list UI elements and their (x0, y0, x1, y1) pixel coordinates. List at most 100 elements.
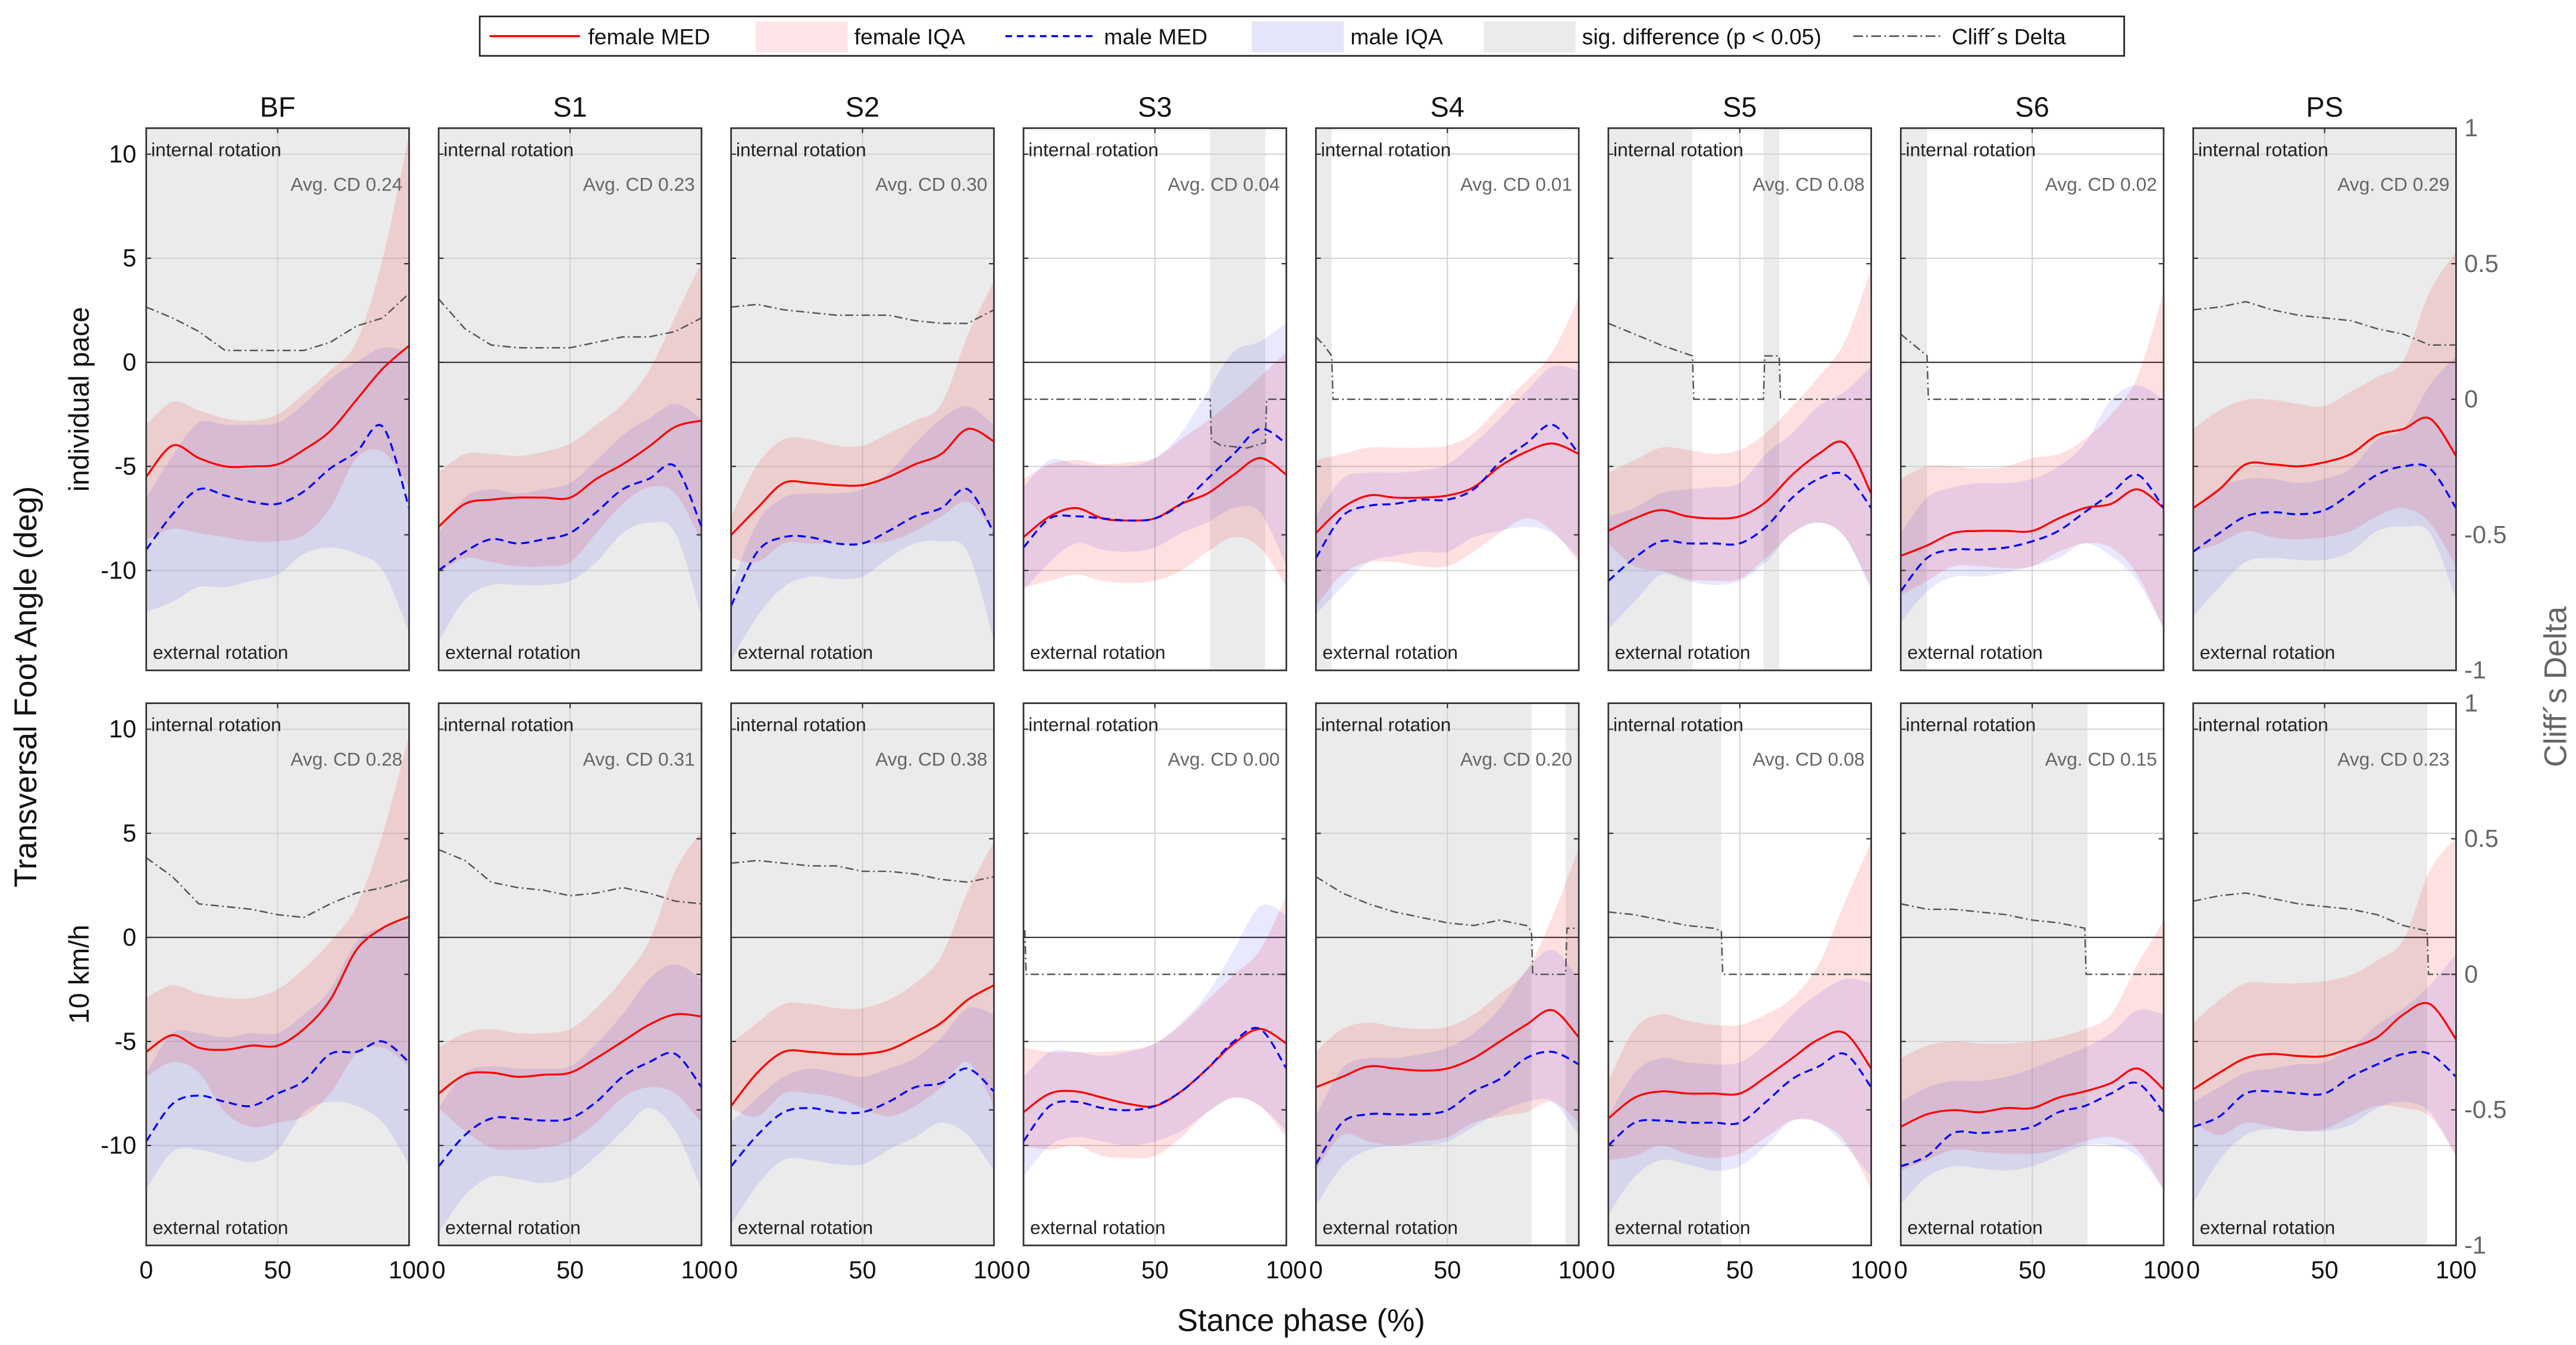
x-tick-label: 100 (2143, 1256, 2184, 1284)
annotation-internal-rotation: internal rotation (443, 714, 574, 736)
annotation-internal-rotation: internal rotation (1321, 714, 1451, 736)
cliffs-delta-line (1316, 336, 1579, 401)
panel-plot-area (1608, 128, 1871, 671)
female-median-line (2193, 416, 2456, 509)
female-iqr-band (1608, 842, 1871, 1190)
y2-tick-label: 0.5 (2464, 250, 2499, 277)
cliffs-delta-line (1901, 333, 2164, 401)
legend-label: male MED (1104, 24, 1207, 49)
avg-cd-label: Avg. CD 0.29 (2337, 173, 2449, 195)
annotation-internal-rotation: internal rotation (736, 714, 866, 736)
panel-title: PS (2306, 92, 2343, 123)
female-iqr-band (1901, 921, 2164, 1190)
sig-difference-region (1901, 703, 2087, 1246)
panel-plot-area (146, 703, 409, 1246)
female-median-line (1316, 442, 1579, 534)
panel-s2-row2: internal rotation Avg. CD 0.38 external ro… (724, 702, 1015, 1284)
male-iqr-band (1901, 385, 2164, 629)
y-tick-label: 0 (123, 924, 136, 951)
legend-label: Cliff´s Delta (1952, 24, 2066, 49)
y2-tick-label: 0 (2464, 961, 2478, 988)
cliffs-delta-line (731, 304, 994, 324)
annotation-internal-rotation: internal rotation (1613, 714, 1744, 736)
panel-title: S6 (2015, 92, 2049, 123)
female-iqr-band (1316, 298, 1579, 606)
x-tick-label: 50 (1141, 1256, 1169, 1284)
sig-difference-region (1210, 128, 1266, 671)
x-tick-label: 0 (724, 1256, 738, 1284)
male-median-line (2193, 1050, 2456, 1128)
y2-axis-label: Cliff´s Delta (2539, 606, 2573, 767)
female-iqr-band (439, 831, 702, 1150)
y-tick-label: -5 (114, 1028, 136, 1055)
panels: internal rotation Avg. CD 0.24 external ro… (101, 92, 2506, 1284)
annotation-internal-rotation: internal rotation (1906, 714, 2036, 736)
legend-swatch (755, 21, 848, 53)
y2-tick-label: -0.5 (2464, 521, 2506, 548)
female-iqr-band (731, 842, 994, 1117)
female-median-line (146, 345, 409, 478)
panel-s5-row2: internal rotation Avg. CD 0.08 external ro… (1601, 702, 1892, 1284)
legend-label: female IQA (855, 24, 966, 49)
annotation-internal-rotation: internal rotation (151, 714, 281, 736)
annotation-external-rotation: external rotation (1615, 1216, 1751, 1238)
male-median-line (1023, 1027, 1287, 1142)
x-tick-label: 100 (1851, 1256, 1892, 1284)
x-axis-label: Stance phase (%) (1177, 1303, 1425, 1338)
x-tick-label: 100 (1266, 1256, 1307, 1284)
male-iqr-band (146, 347, 409, 633)
panel-title: S4 (1431, 92, 1464, 123)
annotation-internal-rotation: internal rotation (151, 139, 281, 160)
male-median-line (731, 487, 994, 606)
female-iqr-band (1023, 352, 1287, 587)
male-iqr-band (439, 404, 702, 642)
avg-cd-label: Avg. CD 0.31 (583, 749, 695, 770)
y2-tick-label: -1 (2464, 1231, 2486, 1259)
panel-ps-row2: internal rotation Avg. CD 0.23 external ro… (2186, 689, 2506, 1283)
panel-plot-area (731, 128, 994, 671)
panel-plot-area (146, 128, 409, 671)
sig-difference-region (1608, 128, 1693, 671)
annotation-external-rotation: external rotation (1030, 1216, 1166, 1238)
female-iqr-band (1023, 896, 1287, 1159)
female-median-line (439, 1013, 702, 1094)
cliffs-delta-line (2193, 892, 2456, 975)
panel-s5-row1: internal rotation Avg. CD 0.08 external ro… (1607, 92, 1872, 671)
male-iqr-band (439, 964, 702, 1233)
x-tick-label: 50 (849, 1256, 876, 1284)
female-iqr-band (731, 281, 994, 563)
y-tick-label: -10 (101, 1132, 136, 1159)
sig-difference-region (2193, 703, 2427, 1246)
avg-cd-label: Avg. CD 0.02 (2045, 173, 2157, 195)
x-tick-label: 100 (681, 1256, 722, 1284)
sig-difference-region (1763, 128, 1779, 671)
panel-title: S2 (846, 92, 879, 123)
female-iqr-band (2193, 252, 2456, 567)
y2-tick-label: -0.5 (2464, 1096, 2506, 1124)
legend-item: sig. difference (p < 0.05) (1483, 21, 1821, 53)
avg-cd-label: Avg. CD 0.01 (1460, 173, 1572, 195)
x-tick-label: 0 (1016, 1256, 1030, 1284)
y-tick-label: 5 (123, 245, 136, 272)
male-median-line (1901, 1081, 2164, 1168)
cliffs-delta-line (1608, 323, 1871, 401)
sig-difference-region (1608, 703, 1721, 1246)
legend-label: female MED (588, 24, 710, 49)
annotation-external-rotation: external rotation (2200, 1216, 2336, 1238)
female-median-line (731, 984, 994, 1107)
male-iqr-band (731, 1007, 994, 1225)
annotation-external-rotation: external rotation (1907, 1216, 2043, 1238)
legend-item: female IQA (755, 21, 966, 53)
annotation-internal-rotation: internal rotation (2198, 714, 2328, 736)
panel-s3-row2: internal rotation Avg. CD 0.00 external ro… (1016, 702, 1307, 1284)
annotation-external-rotation: external rotation (445, 1216, 581, 1238)
cliffs-delta-line (2193, 301, 2456, 346)
male-iqr-band (1608, 978, 1871, 1215)
panel-title: S3 (1138, 92, 1172, 123)
y-tick-label: 0 (123, 349, 136, 376)
annotation-external-rotation: external rotation (1907, 642, 2043, 663)
y2-tick-label: 0.5 (2464, 825, 2499, 852)
cliffs-delta-line (1608, 911, 1871, 975)
female-median-line (146, 915, 409, 1053)
x-tick-label: 100 (974, 1256, 1015, 1284)
